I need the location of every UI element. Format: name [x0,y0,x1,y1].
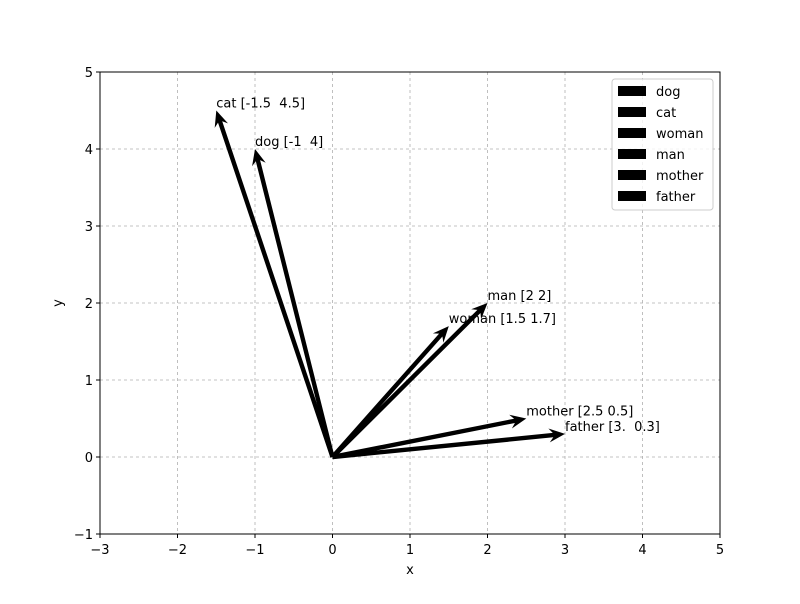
legend-swatch [618,149,646,159]
y-tick-label: 5 [85,66,93,81]
legend-swatch [618,107,646,117]
y-axis-label: y [51,299,66,307]
arrow [332,414,527,460]
legend-label: cat [656,106,676,121]
legend-swatch [618,86,646,96]
legend-label: mother [656,169,704,184]
y-tick-label: 3 [85,220,93,235]
plot-frame [99,71,721,535]
x-tick-label: −2 [168,543,187,558]
x-tick-label: −1 [245,543,264,558]
legend: dog cat woman man mother father [611,78,714,211]
arrow-label: cat [-1.5 4.5] [216,97,305,112]
legend-label: father [656,190,696,205]
y-tick-label: −1 [74,528,93,543]
arrow-label: mother [2.5 0.5] [526,405,633,420]
y-tick-label: 4 [85,143,93,158]
legend-swatch [618,170,646,180]
x-axis-label: x [406,563,414,578]
legend-label: woman [656,127,703,142]
arrow-label: man [2 2] [488,289,552,304]
x-tick-label: −3 [90,543,109,558]
y-tick-label: 0 [85,451,93,466]
legend-label: man [656,148,685,163]
arrow [214,110,335,458]
legend-swatch [618,128,646,138]
arrow [330,303,488,459]
x-tick-label: 0 [328,543,336,558]
legend-label: dog [656,85,680,100]
legend-swatch [618,191,646,201]
x-tick-label: 3 [561,543,569,558]
arrow-label: father [3. 0.3] [565,420,660,435]
x-tick-label: 2 [483,543,491,558]
y-tick-label: 2 [85,297,93,312]
arrow-label: dog [-1 4] [255,135,323,150]
arrow [332,428,565,460]
arrow [330,326,449,459]
x-tick-label: 4 [638,543,646,558]
x-tick-label: 5 [716,543,724,558]
arrow [252,149,335,458]
x-tick-label: 1 [406,543,414,558]
y-tick-label: 1 [85,374,93,389]
